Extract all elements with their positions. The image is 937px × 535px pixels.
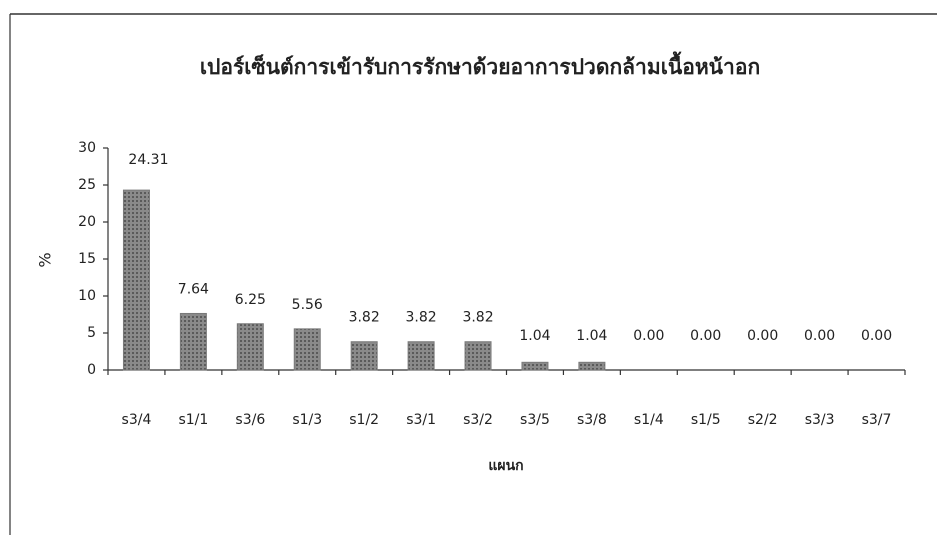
x-tick-label: s3/7 <box>862 412 892 428</box>
value-label: 0.00 <box>804 328 835 344</box>
value-label: 1.04 <box>519 328 550 344</box>
value-label: 1.04 <box>576 328 607 344</box>
y-tick-label: 20 <box>78 214 96 230</box>
value-label: 3.82 <box>406 310 437 326</box>
x-tick-label: s3/6 <box>235 412 265 428</box>
bar <box>122 189 150 371</box>
bar <box>407 341 435 371</box>
x-tick-label: s2/2 <box>748 412 778 428</box>
x-tick-label: s3/1 <box>406 412 436 428</box>
y-tick-label: 5 <box>87 325 96 341</box>
x-tick-label: s3/2 <box>463 412 493 428</box>
x-axis-label: แผนก <box>488 458 523 474</box>
value-label: 3.82 <box>462 310 493 326</box>
bar <box>521 361 549 371</box>
value-label: 0.00 <box>633 328 664 344</box>
value-label: 3.82 <box>349 310 380 326</box>
y-tick-label: 10 <box>78 288 96 304</box>
bar <box>293 328 321 371</box>
x-tick-label: s1/2 <box>349 412 379 428</box>
value-label: 7.64 <box>178 281 209 297</box>
bar <box>350 341 378 371</box>
value-label: 0.00 <box>690 328 721 344</box>
x-tick-label: s1/1 <box>178 412 208 428</box>
x-tick-label: s3/3 <box>805 412 835 428</box>
bar <box>578 361 606 371</box>
bar <box>236 323 264 371</box>
y-tick-label: 15 <box>78 251 96 267</box>
value-label: 0.00 <box>747 328 778 344</box>
x-tick-label: s1/5 <box>691 412 721 428</box>
chart-title: เปอร์เซ็นต์การเข้ารับการรักษาด้วยอาการปว… <box>200 51 760 79</box>
bar <box>464 341 492 371</box>
value-label: 24.31 <box>128 152 168 168</box>
x-tick-label: s3/4 <box>122 412 152 428</box>
bar <box>179 312 207 371</box>
value-label: 5.56 <box>292 297 323 313</box>
x-tick-label: s3/5 <box>520 412 550 428</box>
y-tick-label: 25 <box>78 177 96 193</box>
y-tick-label: 0 <box>87 362 96 378</box>
x-tick-label: s3/8 <box>577 412 607 428</box>
x-tick-label: s1/4 <box>634 412 664 428</box>
value-label: 6.25 <box>235 292 266 308</box>
x-tick-label: s1/3 <box>292 412 322 428</box>
value-label: 0.00 <box>861 328 892 344</box>
y-axis-label: % <box>36 252 55 267</box>
y-tick-label: 30 <box>78 140 96 156</box>
